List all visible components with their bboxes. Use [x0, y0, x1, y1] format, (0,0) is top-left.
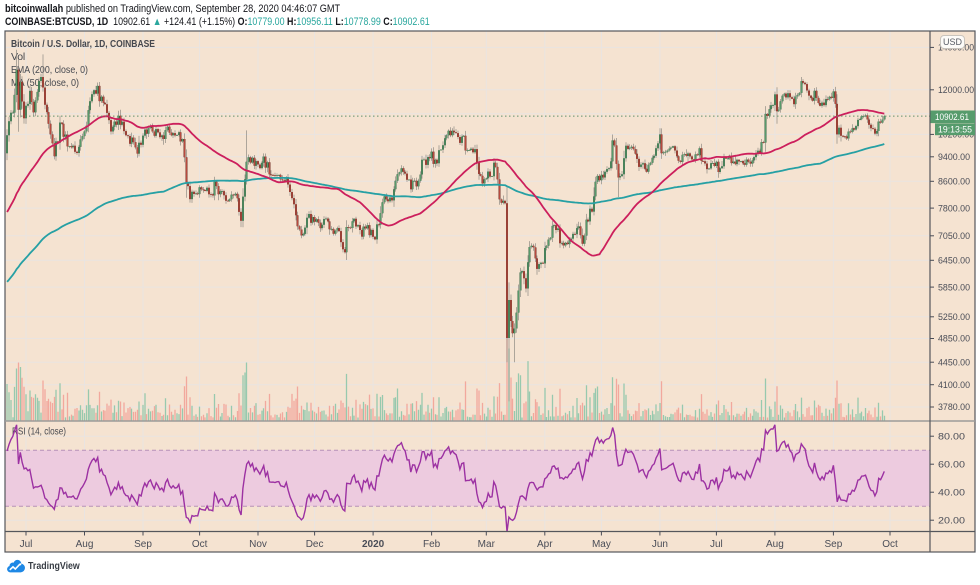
svg-text:12000.00: 12000.00	[938, 85, 974, 96]
svg-text:Bitcoin / U.S. Dollar, 1D, COI: Bitcoin / U.S. Dollar, 1D, COINBASE	[11, 38, 155, 50]
svg-text:Aug: Aug	[76, 539, 94, 550]
svg-text:USD: USD	[943, 37, 963, 47]
svg-text:Jun: Jun	[652, 539, 668, 550]
svg-text:7050.00: 7050.00	[938, 231, 970, 242]
svg-text:9400.00: 9400.00	[938, 152, 970, 163]
svg-text:5250.00: 5250.00	[938, 312, 970, 323]
svg-text:40.00: 40.00	[938, 487, 965, 498]
svg-text:Mar: Mar	[478, 539, 496, 550]
svg-text:2020: 2020	[362, 539, 385, 550]
svg-text:60.00: 60.00	[938, 459, 965, 470]
svg-text:Oct: Oct	[192, 539, 208, 550]
svg-text:Nov: Nov	[249, 539, 267, 550]
svg-text:Jul: Jul	[710, 539, 723, 550]
svg-text:Apr: Apr	[537, 539, 553, 550]
svg-text:8600.00: 8600.00	[938, 177, 970, 188]
svg-text:4100.00: 4100.00	[938, 380, 970, 391]
svg-text:Vol: Vol	[11, 51, 25, 63]
svg-text:Dec: Dec	[306, 539, 324, 550]
svg-text:EMA (200, close, 0): EMA (200, close, 0)	[11, 64, 88, 76]
svg-text:3780.00: 3780.00	[938, 402, 970, 413]
svg-text:Sep: Sep	[825, 539, 843, 550]
svg-text:Sep: Sep	[134, 539, 152, 550]
svg-text:6450.00: 6450.00	[938, 256, 970, 267]
svg-text:80.00: 80.00	[938, 431, 965, 442]
svg-text:Feb: Feb	[423, 539, 441, 550]
svg-text:May: May	[592, 539, 611, 550]
svg-text:Oct: Oct	[882, 539, 898, 550]
svg-text:5850.00: 5850.00	[938, 282, 970, 293]
svg-text:MA (50, close, 0): MA (50, close, 0)	[11, 77, 79, 89]
svg-text:RSI (14, close): RSI (14, close)	[12, 426, 66, 438]
svg-text:Jul: Jul	[20, 539, 33, 550]
svg-text:19:13:55: 19:13:55	[938, 124, 972, 135]
svg-text:7800.00: 7800.00	[938, 203, 970, 214]
svg-text:4850.00: 4850.00	[938, 334, 970, 345]
svg-text:4450.00: 4450.00	[938, 357, 970, 368]
svg-text:10902.61: 10902.61	[935, 112, 969, 123]
svg-text:20.00: 20.00	[938, 515, 965, 526]
svg-text:Aug: Aug	[766, 539, 784, 550]
